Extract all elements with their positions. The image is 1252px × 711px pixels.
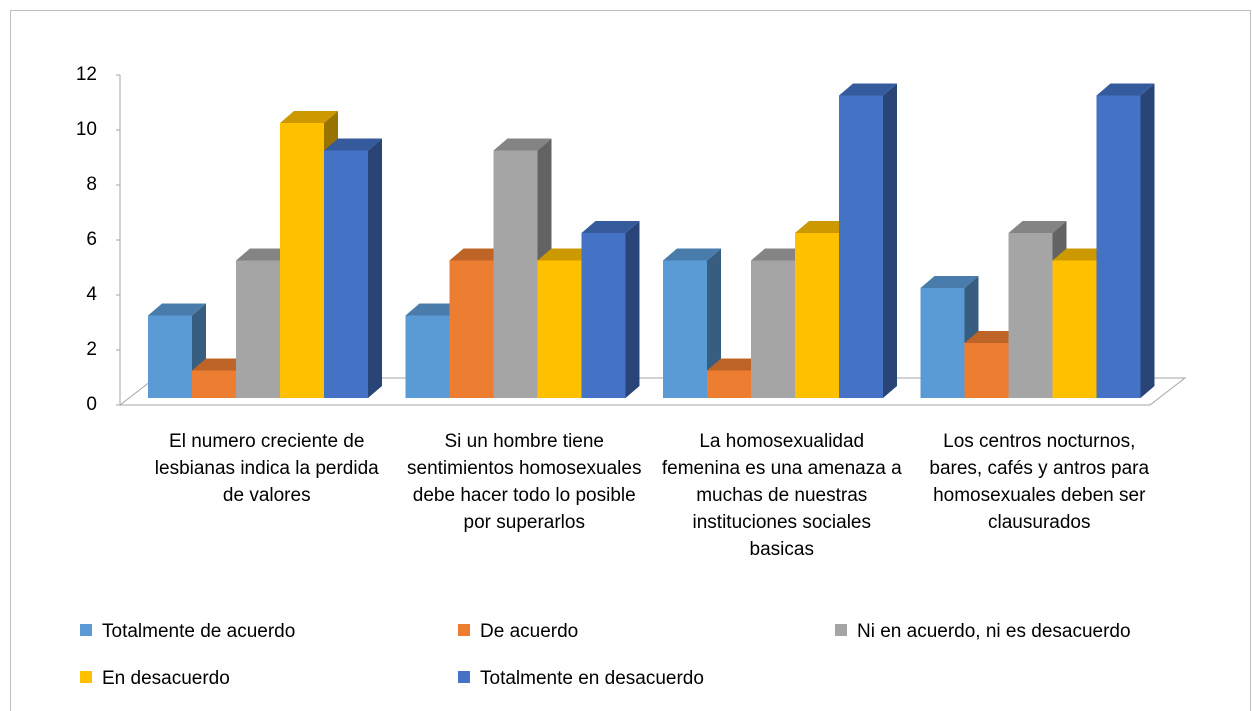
- bar-side: [1140, 83, 1155, 398]
- bar-top: [493, 138, 552, 151]
- bar-top: [1052, 248, 1111, 261]
- bar-front: [192, 370, 236, 398]
- bar-top: [449, 248, 508, 261]
- bar-top: [839, 83, 897, 96]
- y-tick-label: 10: [76, 119, 97, 140]
- legend-item: En desacuerdo: [80, 668, 230, 690]
- bar-side: [707, 248, 721, 398]
- bar-front: [581, 233, 626, 398]
- bar: [581, 221, 640, 398]
- bar-front: [751, 260, 795, 398]
- x-tick-label: Los centros nocturnos, bares, cafés y an…: [929, 431, 1150, 533]
- bar-front: [324, 150, 368, 398]
- legend-label: En desacuerdo: [102, 668, 230, 689]
- legend-swatch: [80, 624, 92, 636]
- bar-front: [964, 343, 1009, 398]
- bar-top: [537, 248, 596, 261]
- bar-top: [795, 221, 853, 233]
- bar: [1096, 83, 1155, 398]
- legend-swatch: [80, 671, 92, 683]
- bar-front: [1096, 95, 1141, 398]
- bar-top: [148, 303, 206, 316]
- y-tick-label: 6: [86, 229, 97, 250]
- bar-front: [493, 150, 538, 398]
- chart-border: [10, 10, 1251, 711]
- bar-front: [537, 260, 582, 398]
- bar-top: [707, 358, 765, 371]
- bar-front: [663, 260, 707, 398]
- legend-label: Totalmente en desacuerdo: [480, 668, 704, 689]
- legend-label: De acuerdo: [480, 621, 579, 642]
- legend-item: Totalmente de acuerdo: [80, 621, 295, 643]
- legend-label: Ni en acuerdo, ni es desacuerdo: [857, 621, 1131, 642]
- bar-top: [192, 358, 250, 371]
- bar-front: [839, 95, 883, 398]
- y-tick-label: 4: [86, 284, 97, 305]
- bar-front: [405, 315, 450, 398]
- y-tick-label: 8: [86, 174, 97, 195]
- legend-label: Totalmente de acuerdo: [102, 621, 296, 642]
- bar-front: [449, 260, 494, 398]
- bar-top: [1096, 83, 1155, 96]
- bar-front: [795, 233, 839, 398]
- y-tick-label: 2: [86, 339, 97, 360]
- x-tick-label: El numero creciente de lesbianas indica …: [154, 431, 379, 506]
- legend-item: Totalmente en desacuerdo: [458, 668, 704, 690]
- legend-swatch: [458, 671, 470, 683]
- legend-item: De acuerdo: [458, 621, 578, 643]
- bar-top: [581, 221, 640, 233]
- bar-front: [1008, 233, 1053, 398]
- bar: [839, 83, 897, 398]
- bar-top: [405, 303, 464, 316]
- bar: [324, 138, 382, 398]
- bar-front: [707, 370, 751, 398]
- x-tick-label: La homosexualidad femenina es una amenaz…: [661, 431, 902, 560]
- y-tick-label: 12: [76, 64, 97, 85]
- floor: [118, 377, 1187, 406]
- legend-swatch: [835, 624, 847, 636]
- bar-front: [236, 260, 280, 398]
- bar-side: [883, 83, 897, 398]
- bar-top: [964, 331, 1023, 343]
- bar-top: [663, 248, 721, 261]
- bar-top: [236, 248, 294, 261]
- y-tick-label: 0: [86, 394, 97, 415]
- bar-top: [751, 248, 809, 261]
- legend-item: Ni en acuerdo, ni es desacuerdo: [835, 621, 1131, 643]
- bar-top: [280, 111, 338, 123]
- bar-side: [368, 138, 382, 398]
- x-tick-label: Si un hombre tiene sentimientos homosexu…: [407, 431, 642, 533]
- bar-top: [920, 276, 979, 288]
- bar: [663, 248, 721, 398]
- bar-front: [920, 288, 965, 398]
- bar-side: [625, 221, 640, 398]
- bar-top: [324, 138, 382, 151]
- bar-front: [1052, 260, 1097, 398]
- bar-front: [148, 315, 192, 398]
- bar-front: [280, 123, 324, 398]
- bar-top: [1008, 221, 1067, 233]
- legend-swatch: [458, 624, 470, 636]
